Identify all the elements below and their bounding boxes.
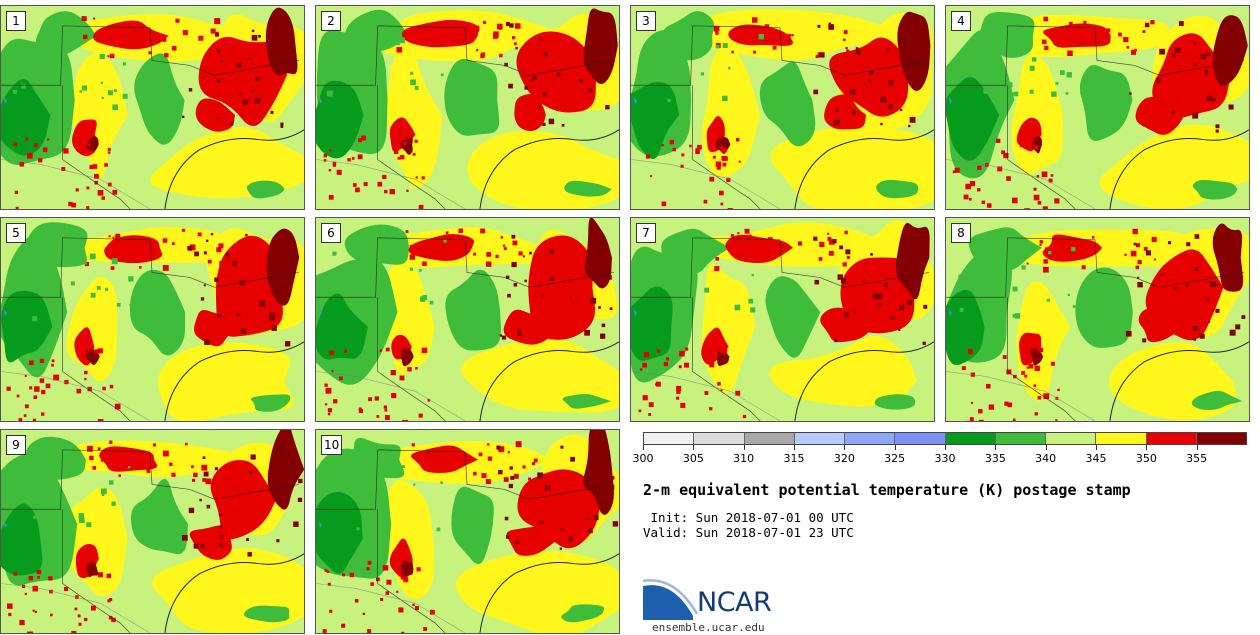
- member-map-panel: 5: [0, 217, 305, 422]
- colorbar-segment: [1146, 433, 1197, 444]
- colorbar-segment: [1196, 433, 1246, 444]
- colorbar-tick-mark: [1196, 445, 1198, 450]
- logo-text: NCAR: [697, 587, 772, 618]
- equivalent-potential-temperature-map: [1, 6, 304, 209]
- member-label: 5: [6, 223, 26, 243]
- colorbar-segment: [644, 433, 695, 444]
- member-map-panel: 10: [315, 429, 620, 634]
- colorbar-tick-mark: [643, 445, 644, 450]
- colorbar-tick-mark: [995, 445, 997, 450]
- colorbar-tick-mark: [844, 445, 846, 450]
- colorbar-segment: [744, 433, 795, 444]
- member-label: 3: [636, 11, 656, 31]
- equivalent-potential-temperature-map: [631, 218, 934, 421]
- member-map-panel: 9: [0, 429, 305, 634]
- colorbar-tick-label: 300: [632, 452, 654, 465]
- colorbar-ticks: 300 305 310 315 320 325 330 335 340 345 350 355: [633, 445, 1247, 467]
- member-map-panel: 6: [315, 217, 620, 422]
- colorbar-tick-label: 340: [1035, 452, 1057, 465]
- colorbar-tick-label: 315: [783, 452, 805, 465]
- member-label: 6: [321, 223, 341, 243]
- member-label: 9: [6, 435, 26, 455]
- colorbar-tick-label: 345: [1085, 452, 1107, 465]
- colorbar-tick-label: 355: [1186, 452, 1208, 465]
- member-map-panel: 4: [945, 5, 1250, 210]
- colorbar-segment: [895, 433, 946, 444]
- member-map-panel: 3: [630, 5, 935, 210]
- colorbar-tick-mark: [894, 445, 896, 450]
- colorbar-tick-label: 310: [733, 452, 755, 465]
- colorbar-tick-mark: [693, 445, 695, 450]
- colorbar-segment: [694, 433, 745, 444]
- figure-title: 2-m equivalent potential temperature (K)…: [643, 481, 1131, 499]
- equivalent-potential-temperature-map: [316, 6, 619, 209]
- equivalent-potential-temperature-map: [316, 218, 619, 421]
- colorbar-tick-mark: [743, 445, 745, 450]
- member-map-panel: 2: [315, 5, 620, 210]
- colorbar-tick-mark: [1096, 445, 1097, 450]
- colorbar-tick-mark: [1045, 445, 1047, 450]
- colorbar-tick-label: 350: [1135, 452, 1157, 465]
- member-label: 4: [951, 11, 971, 31]
- equivalent-potential-temperature-map: [946, 6, 1249, 209]
- member-label: 2: [321, 11, 341, 31]
- colorbar-tick-label: 325: [884, 452, 906, 465]
- colorbar-tick-mark: [945, 445, 946, 450]
- member-map-panel: 1: [0, 5, 305, 210]
- member-map-panel: 8: [945, 217, 1250, 422]
- colorbar-segment: [1046, 433, 1097, 444]
- equivalent-potential-temperature-map: [631, 6, 934, 209]
- colorbar-segment: [845, 433, 896, 444]
- colorbar-segment: [794, 433, 845, 444]
- colorbar-tick-label: 335: [984, 452, 1006, 465]
- equivalent-potential-temperature-map: [1, 430, 304, 633]
- colorbar-tick-label: 305: [682, 452, 704, 465]
- equivalent-potential-temperature-map: [1, 218, 304, 421]
- colorbar-segment: [945, 433, 996, 444]
- valid-time: Valid: Sun 2018-07-01 23 UTC: [643, 525, 854, 540]
- member-label: 8: [951, 223, 971, 243]
- colorbar-tick-mark: [794, 445, 795, 450]
- equivalent-potential-temperature-map: [316, 430, 619, 633]
- colorbar-segment: [995, 433, 1046, 444]
- equivalent-potential-temperature-map: [946, 218, 1249, 421]
- member-map-panel: 7: [630, 217, 935, 422]
- init-time: Init: Sun 2018-07-01 00 UTC: [643, 510, 854, 525]
- colorbar-tick-mark: [1146, 445, 1148, 450]
- ncar-logo-icon: [643, 579, 699, 620]
- colorbar: [643, 432, 1247, 445]
- site-url: ensemble.ucar.edu: [652, 621, 765, 634]
- member-label: 10: [321, 435, 343, 455]
- colorbar-tick-label: 330: [934, 452, 956, 465]
- member-label: 1: [6, 11, 26, 31]
- colorbar-tick-label: 320: [833, 452, 855, 465]
- colorbar-segment: [1096, 433, 1147, 444]
- member-label: 7: [636, 223, 656, 243]
